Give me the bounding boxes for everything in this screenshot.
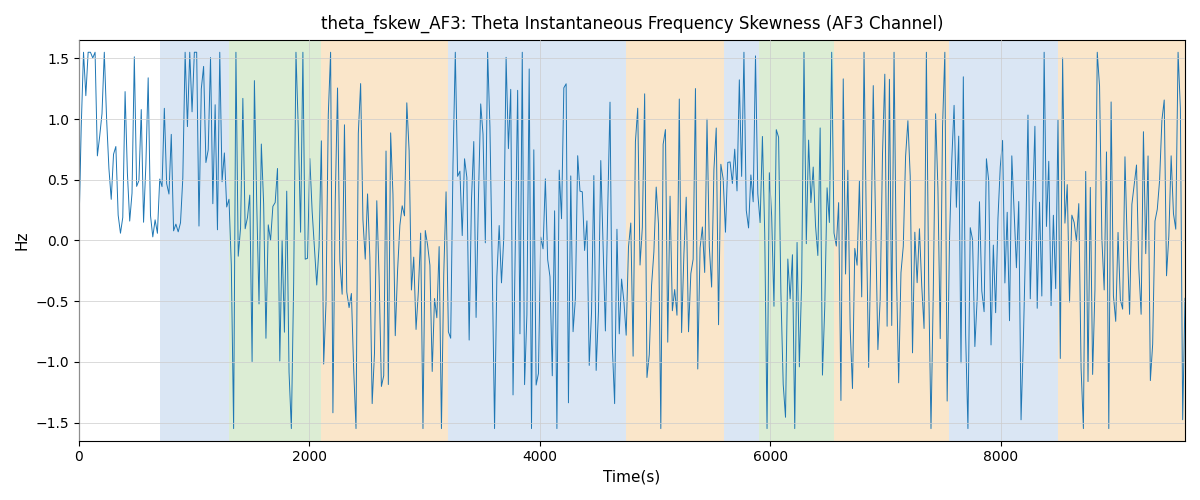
Bar: [758, 40, 834, 440]
X-axis label: Time(s): Time(s): [604, 470, 660, 485]
Bar: [448, 40, 626, 440]
Bar: [320, 40, 448, 440]
Y-axis label: Hz: Hz: [14, 230, 30, 250]
Title: theta_fskew_AF3: Theta Instantaneous Frequency Skewness (AF3 Channel): theta_fskew_AF3: Theta Instantaneous Fre…: [320, 15, 943, 34]
Bar: [949, 40, 1058, 440]
Bar: [229, 40, 320, 440]
Bar: [1058, 40, 1186, 440]
Bar: [724, 40, 758, 440]
Bar: [834, 40, 949, 440]
Bar: [626, 40, 724, 440]
Bar: [160, 40, 229, 440]
